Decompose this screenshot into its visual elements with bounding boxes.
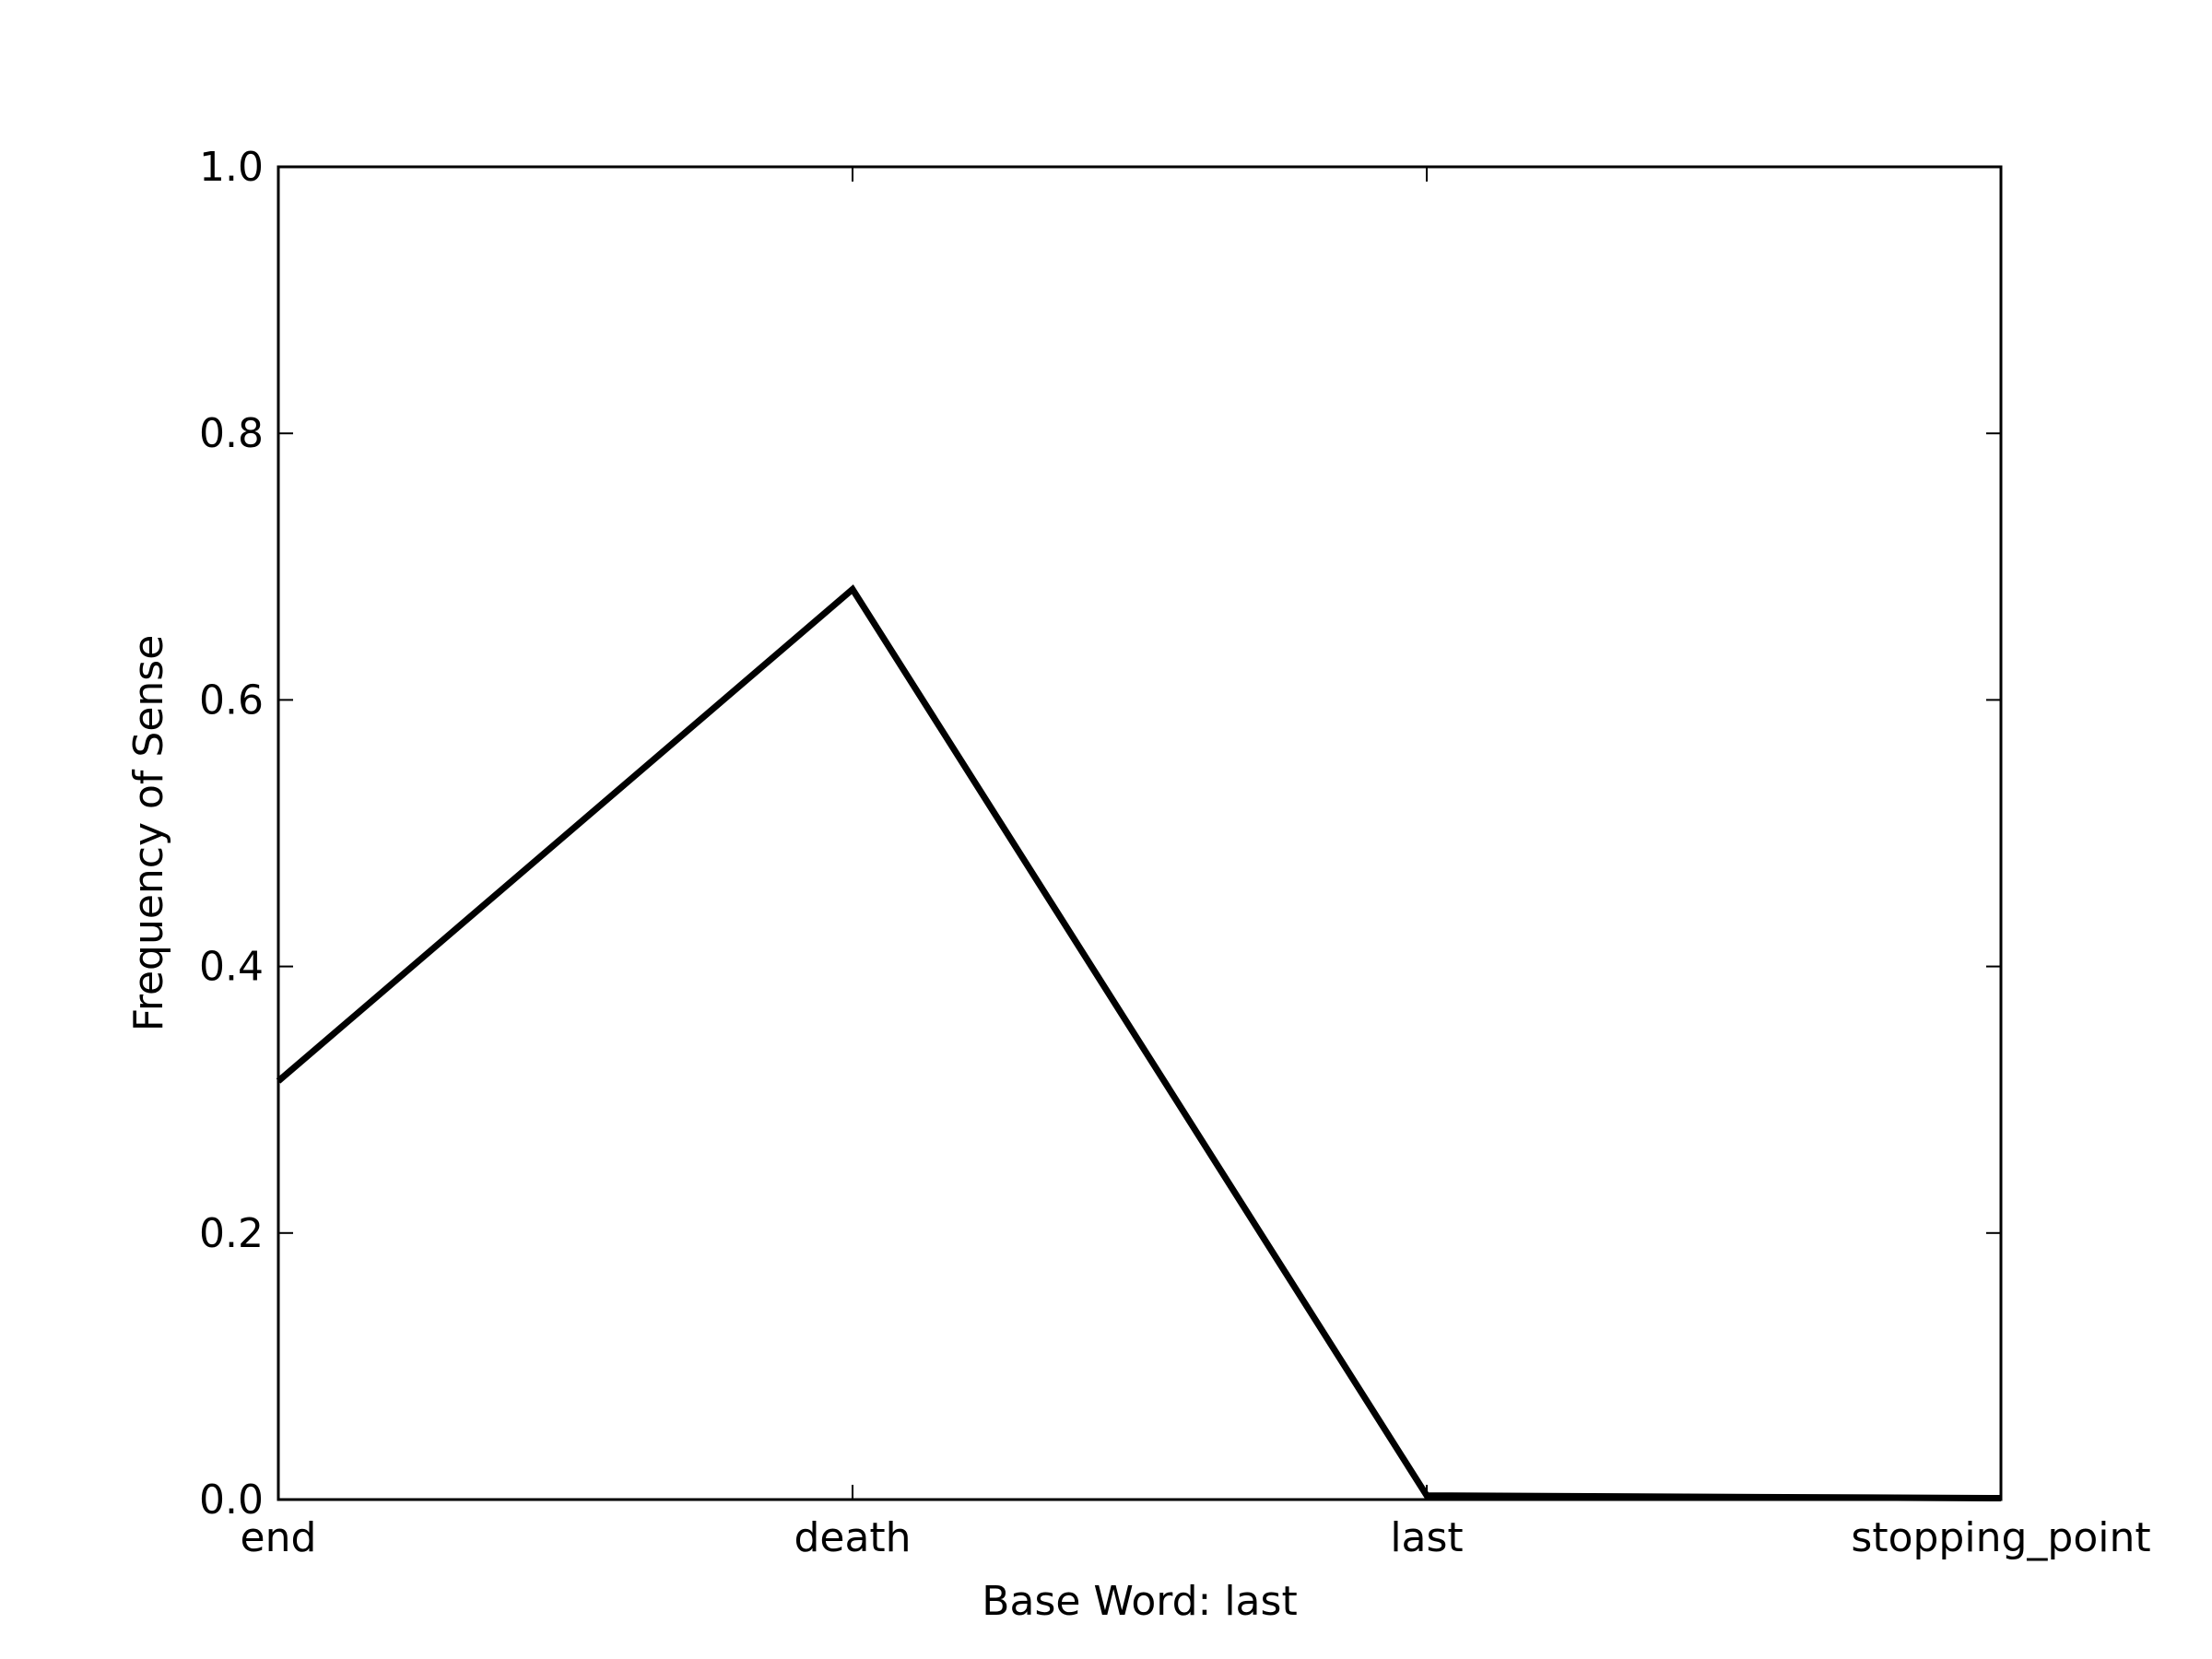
y-tick-label: 0.4 (199, 944, 264, 991)
y-tick-label: 1.0 (199, 144, 264, 191)
x-tick-label: end (241, 1514, 317, 1561)
axes-frame (276, 165, 2003, 1501)
y-axis-label: Frequency of Sense (125, 635, 172, 1032)
x-tick-label: stopping_point (1851, 1514, 2150, 1561)
y-tick-label: 0.6 (199, 677, 264, 724)
plot-area: end death last stopping_point 0.0 0.2 0.4 0.6 0.… (199, 144, 2151, 1561)
y-tick-label: 0.2 (199, 1210, 264, 1257)
x-axis-label: Base Word: last (982, 1578, 1297, 1625)
y-tick-label: 0.8 (199, 410, 264, 457)
y-tick-label: 0.0 (199, 1477, 264, 1524)
series-line (276, 584, 2002, 1502)
x-tick-label: death (794, 1514, 911, 1561)
x-tick-label: last (1390, 1514, 1463, 1561)
